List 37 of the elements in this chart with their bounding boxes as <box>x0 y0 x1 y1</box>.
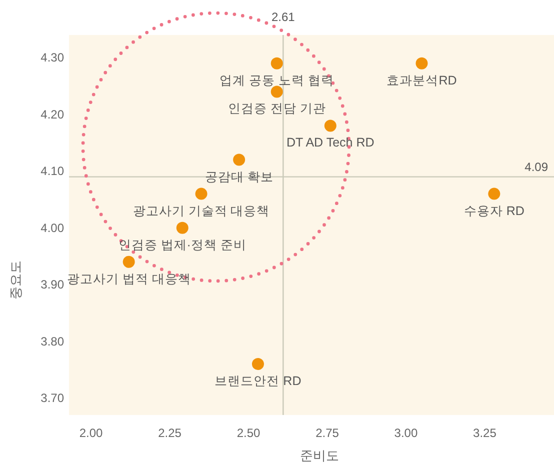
annotation: 브랜드안전 RD <box>214 374 302 388</box>
y-tick-label: 3.90 <box>40 278 64 292</box>
annotation: 공감대 확보 <box>204 170 274 184</box>
x-tick-label: 3.25 <box>473 426 497 440</box>
x-tick-label: 2.75 <box>316 426 340 440</box>
ref-line-label: 4.09 <box>524 160 548 174</box>
y-tick-label: 4.10 <box>40 164 64 178</box>
x-tick-label: 3.00 <box>394 426 418 440</box>
y-tick-label: 4.30 <box>40 50 64 65</box>
point <box>176 222 188 234</box>
point <box>416 57 428 70</box>
point <box>324 120 336 132</box>
annotation: 업계 공동 노력 협력 <box>220 73 334 88</box>
y-tick-label: 3.80 <box>40 334 64 348</box>
point <box>252 358 264 370</box>
annotation: DT AD Tech RD <box>286 136 374 150</box>
y-tick-label: 3.70 <box>40 390 64 405</box>
annotation: 광고사기 기술적 대응책 <box>132 204 270 218</box>
annotation: 인검증 법제·정책 준비 <box>118 238 246 252</box>
annotation: 광고사기 법적 대응책 <box>66 272 191 286</box>
point <box>195 188 208 200</box>
x-tick-label: 2.50 <box>236 426 261 440</box>
point <box>270 86 283 98</box>
point <box>233 154 246 166</box>
annotation: 수용자 RD <box>464 204 524 218</box>
y-axis-title: 중요도 <box>8 260 23 300</box>
point <box>488 188 500 200</box>
point <box>122 256 135 268</box>
annotation: 효과분석RD <box>386 73 457 88</box>
point <box>270 57 283 70</box>
x-tick-label: 2.25 <box>158 426 182 440</box>
annotation: 인검증 전담 기관 <box>228 102 326 116</box>
y-tick-label: 4.20 <box>40 107 64 122</box>
ref-line-label: 2.61 <box>271 10 296 24</box>
x-tick-label: 2.00 <box>79 426 104 440</box>
y-tick-label: 4.00 <box>40 220 64 235</box>
x-axis-title: 준비도 <box>300 448 339 463</box>
